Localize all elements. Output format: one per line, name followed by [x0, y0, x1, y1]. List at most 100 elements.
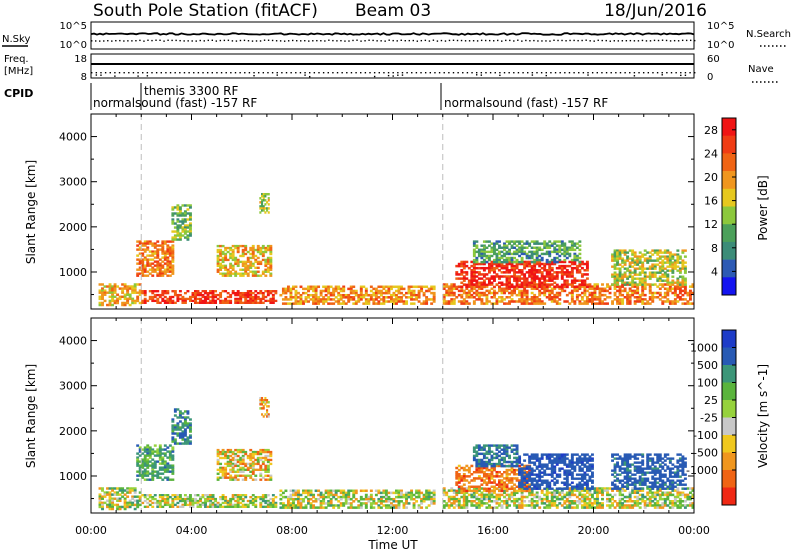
- nave-dot: [605, 72, 608, 74]
- data-cell: [377, 285, 381, 289]
- data-cell: [668, 261, 672, 264]
- data-cell: [261, 270, 265, 273]
- power-colorbar-label: Power [dB]: [756, 175, 770, 240]
- data-cell: [568, 240, 572, 243]
- data-cell: [575, 256, 579, 260]
- nsearch-dot: [147, 39, 149, 41]
- data-cell: [563, 300, 567, 303]
- data-cell: [470, 504, 474, 507]
- data-cell: [236, 454, 240, 458]
- data-cell: [508, 271, 511, 274]
- data-cell: [410, 489, 413, 493]
- data-cell: [234, 458, 238, 462]
- data-cell: [563, 271, 567, 274]
- nave-dot: [480, 72, 483, 74]
- data-cell: [533, 262, 537, 266]
- data-cell: [626, 495, 630, 499]
- data-cell: [651, 300, 655, 303]
- data-cell: [312, 493, 316, 497]
- data-cell: [251, 472, 255, 475]
- data-cell: [329, 493, 333, 497]
- data-cell: [638, 257, 642, 260]
- data-cell: [219, 462, 223, 466]
- data-cell: [181, 226, 185, 229]
- data-cell: [518, 504, 522, 507]
- data-cell: [540, 285, 544, 288]
- data-cell: [405, 506, 408, 509]
- data-cell: [204, 505, 207, 508]
- data-cell: [580, 275, 584, 278]
- nsearch-dot: [468, 40, 471, 42]
- data-cell: [462, 495, 466, 499]
- data-cell: [151, 268, 155, 271]
- data-cell: [221, 252, 225, 256]
- data-cell: [204, 497, 207, 501]
- data-cell: [533, 240, 537, 243]
- data-cell: [171, 230, 175, 233]
- data-cell: [585, 300, 589, 303]
- data-cell: [580, 266, 584, 270]
- data-cell: [347, 497, 351, 501]
- data-cell: [405, 300, 408, 303]
- data-cell: [621, 283, 625, 286]
- data-cell: [224, 470, 228, 473]
- data-cell: [553, 493, 557, 497]
- data-cell: [500, 271, 504, 274]
- data-cell: [116, 299, 120, 303]
- data-cell: [364, 497, 368, 501]
- data-cell: [168, 444, 172, 447]
- data-cell: [239, 501, 243, 505]
- data-cell: [254, 499, 258, 503]
- data-cell: [505, 264, 509, 268]
- data-cell: [555, 256, 559, 260]
- data-cell: [417, 285, 421, 289]
- data-cell: [535, 262, 539, 266]
- data-cell: [266, 448, 270, 452]
- data-cell: [500, 289, 504, 293]
- data-cell: [246, 456, 250, 460]
- nave-dot: [128, 72, 130, 74]
- data-cell: [392, 300, 396, 303]
- data-cell: [103, 491, 107, 494]
- data-cell: [648, 287, 652, 291]
- data-cell: [121, 303, 125, 307]
- data-cell: [646, 300, 650, 303]
- data-cell: [631, 283, 635, 286]
- data-cell: [465, 287, 469, 291]
- data-cell: [297, 504, 300, 507]
- data-cell: [319, 493, 323, 497]
- data-cell: [475, 244, 479, 247]
- data-cell: [666, 275, 670, 278]
- data-cell: [229, 501, 233, 505]
- data-cell: [173, 414, 177, 417]
- data-cell: [264, 470, 268, 473]
- data-cell: [523, 266, 527, 270]
- data-cell: [601, 504, 604, 507]
- data-cell: [626, 277, 630, 280]
- data-cell: [146, 497, 150, 501]
- data-cell: [136, 297, 140, 301]
- data-cell: [573, 254, 577, 258]
- data-cell: [555, 506, 559, 509]
- data-cell: [344, 296, 348, 299]
- data-cell: [141, 460, 145, 463]
- data-cell: [281, 291, 285, 295]
- data-cell: [611, 489, 614, 492]
- data-cell: [123, 493, 127, 496]
- data-cell: [465, 283, 469, 287]
- data-cell: [611, 257, 614, 260]
- data-cell: [236, 458, 240, 462]
- data-cell: [234, 260, 238, 264]
- data-cell: [171, 454, 175, 457]
- data-cell: [545, 296, 549, 299]
- data-cell: [186, 204, 190, 207]
- data-cell: [256, 495, 260, 499]
- vel-region-3: [171, 408, 192, 445]
- data-cell: [266, 494, 270, 497]
- data-cell: [475, 262, 479, 266]
- data-cell: [349, 296, 353, 299]
- data-cell: [183, 301, 187, 304]
- data-cell: [216, 478, 220, 481]
- data-cell: [171, 246, 175, 249]
- data-cell: [269, 256, 273, 260]
